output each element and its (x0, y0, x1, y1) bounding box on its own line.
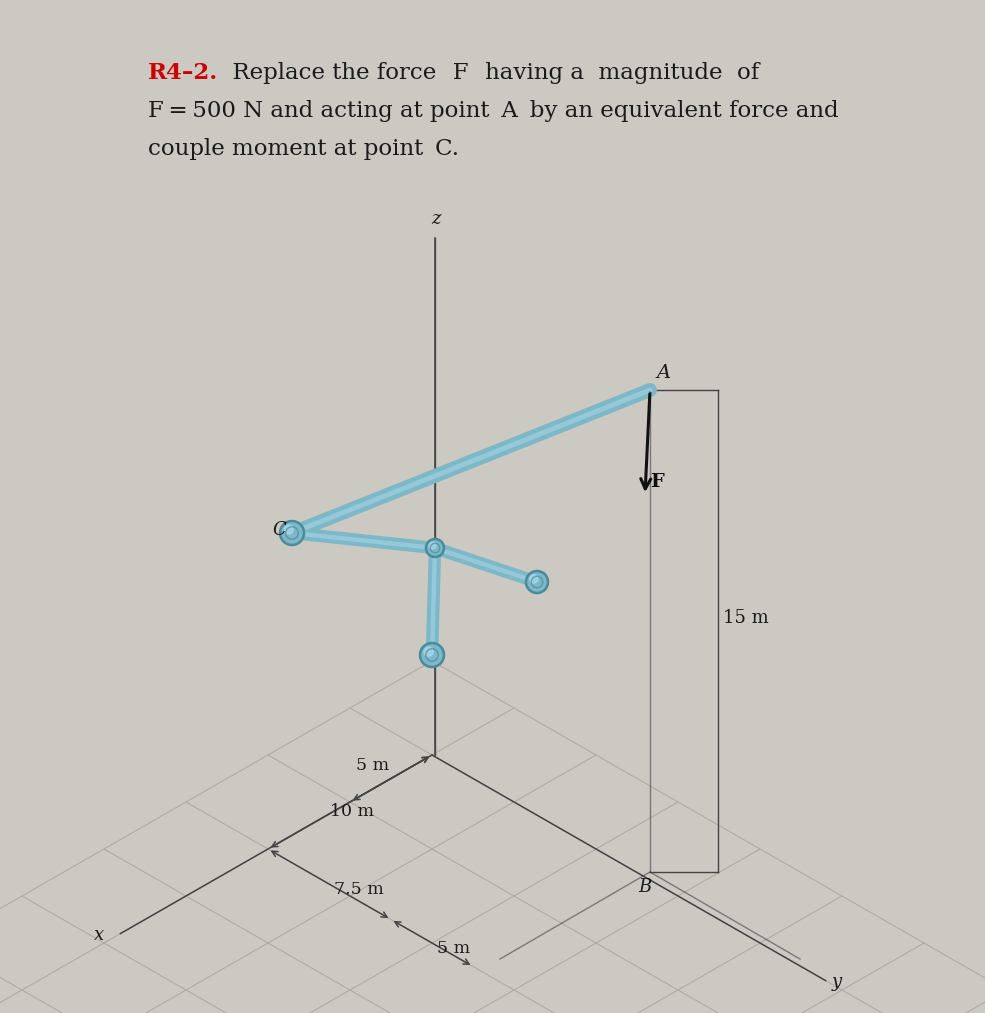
Text: C: C (272, 521, 286, 539)
Circle shape (426, 539, 444, 557)
Text: 5 m: 5 m (437, 940, 470, 957)
Text: Replace the force   F   having a  magnitude  of: Replace the force F having a magnitude o… (218, 62, 759, 84)
Text: couple moment at point  C.: couple moment at point C. (148, 138, 459, 160)
Text: R4–2.: R4–2. (148, 62, 219, 84)
Circle shape (420, 643, 444, 667)
Circle shape (530, 574, 538, 583)
Text: y: y (831, 972, 842, 991)
Circle shape (526, 571, 548, 593)
Text: B: B (638, 878, 651, 897)
Text: z: z (431, 210, 440, 228)
Circle shape (284, 525, 294, 534)
Circle shape (429, 542, 436, 549)
Circle shape (425, 647, 433, 656)
Text: A: A (656, 364, 670, 382)
Text: x: x (95, 926, 104, 943)
Text: 5 m: 5 m (356, 758, 389, 775)
Text: F = 500 N and acting at point  A  by an equivalent force and: F = 500 N and acting at point A by an eq… (148, 100, 838, 122)
Text: F: F (650, 473, 664, 491)
Text: 7.5 m: 7.5 m (335, 881, 384, 899)
Text: 15 m: 15 m (723, 609, 768, 627)
Text: 10 m: 10 m (330, 803, 374, 820)
Circle shape (280, 521, 304, 545)
